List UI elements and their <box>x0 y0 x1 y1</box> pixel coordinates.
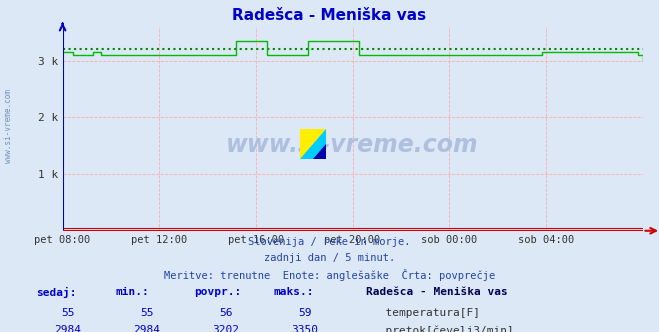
Polygon shape <box>300 129 326 159</box>
Polygon shape <box>313 144 326 159</box>
Text: min.:: min.: <box>115 287 149 297</box>
Text: temperatura[F]: temperatura[F] <box>372 308 480 318</box>
Text: 55: 55 <box>61 308 74 318</box>
Text: maks.:: maks.: <box>273 287 314 297</box>
Text: Radešca - Meniška vas: Radešca - Meniška vas <box>366 287 507 297</box>
Text: pretok[čevelj3/min]: pretok[čevelj3/min] <box>372 325 514 332</box>
Text: 55: 55 <box>140 308 154 318</box>
Text: 3350: 3350 <box>292 325 318 332</box>
Text: www.si-vreme.com: www.si-vreme.com <box>226 133 479 157</box>
Text: sedaj:: sedaj: <box>36 287 76 298</box>
Text: 2984: 2984 <box>55 325 81 332</box>
Text: www.si-vreme.com: www.si-vreme.com <box>4 89 13 163</box>
Text: zadnji dan / 5 minut.: zadnji dan / 5 minut. <box>264 253 395 263</box>
Text: 3202: 3202 <box>213 325 239 332</box>
Text: Slovenija / reke in morje.: Slovenija / reke in morje. <box>248 237 411 247</box>
Text: 2984: 2984 <box>134 325 160 332</box>
Text: povpr.:: povpr.: <box>194 287 242 297</box>
Text: 56: 56 <box>219 308 233 318</box>
Text: Radešca - Meniška vas: Radešca - Meniška vas <box>233 8 426 23</box>
Text: Meritve: trenutne  Enote: anglešaške  Črta: povprečje: Meritve: trenutne Enote: anglešaške Črta… <box>164 269 495 281</box>
Text: 59: 59 <box>299 308 312 318</box>
Polygon shape <box>300 129 326 159</box>
